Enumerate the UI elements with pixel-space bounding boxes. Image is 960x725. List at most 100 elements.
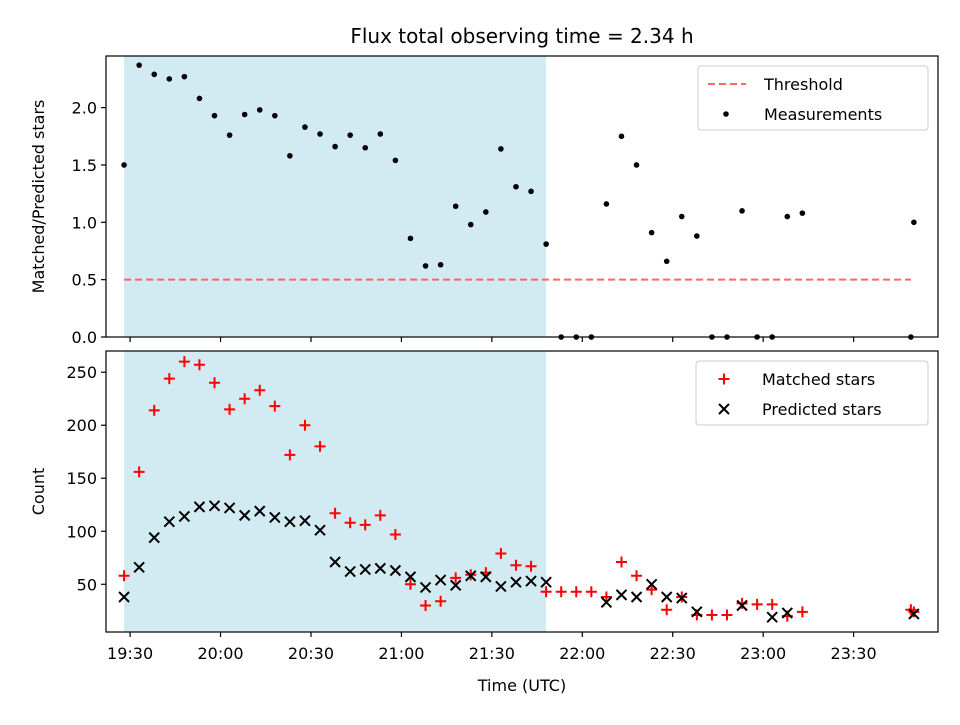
measurement-point bbox=[603, 201, 610, 207]
measurement-point bbox=[618, 133, 625, 140]
matched-star-point bbox=[736, 597, 748, 609]
matched-star-point bbox=[133, 466, 145, 478]
measurement-point bbox=[528, 188, 534, 195]
x-tick-label: 22:30 bbox=[650, 644, 696, 663]
measurement-point bbox=[633, 162, 640, 168]
matched-star-point bbox=[631, 570, 643, 582]
measurement-point bbox=[694, 233, 700, 239]
series-measurements bbox=[121, 62, 917, 340]
legend-box bbox=[697, 65, 929, 131]
measurement-point bbox=[799, 210, 806, 216]
measurement-point bbox=[211, 112, 218, 119]
matched-star-point bbox=[389, 528, 401, 540]
predicted-star-point bbox=[284, 516, 296, 528]
measurement-point bbox=[483, 209, 489, 215]
observing-window-shade bbox=[124, 351, 547, 632]
predicted-star-point bbox=[615, 589, 628, 601]
y-tick-label: 0.5 bbox=[72, 271, 97, 290]
measurement-point bbox=[226, 132, 233, 138]
matched-star-point bbox=[555, 586, 567, 598]
predicted-star-point bbox=[736, 599, 748, 612]
matched-star-point bbox=[766, 598, 778, 610]
predicted-star-point bbox=[359, 563, 371, 576]
y-tick-label: 0.0 bbox=[72, 328, 97, 347]
measurement-point bbox=[302, 124, 308, 130]
matched-star-point bbox=[525, 560, 537, 572]
matched-star-point bbox=[796, 606, 808, 618]
y-tick-label: 1.0 bbox=[72, 213, 97, 232]
predicted-star-point bbox=[449, 579, 462, 592]
legend: Matched stars Predicted stars bbox=[695, 360, 929, 426]
predicted-star-point bbox=[314, 524, 326, 536]
measurement-point bbox=[678, 213, 685, 220]
matched-star-point bbox=[209, 377, 221, 389]
legend: Threshold Measurements bbox=[697, 65, 929, 131]
measurement-point bbox=[362, 144, 369, 151]
matched-star-point bbox=[314, 440, 326, 452]
y-tick-label: 50 bbox=[77, 575, 97, 594]
predicted-star-point bbox=[208, 500, 221, 512]
measurement-point bbox=[422, 263, 429, 269]
predicted-star-point bbox=[329, 556, 341, 568]
matched-star-point bbox=[404, 578, 416, 590]
measurement-point bbox=[181, 73, 188, 80]
x-tick-label: 21:00 bbox=[378, 644, 424, 663]
matched-star-point bbox=[163, 373, 175, 385]
series-matched-stars bbox=[118, 356, 920, 622]
matched-star-point bbox=[239, 393, 251, 405]
measurement-point bbox=[648, 229, 655, 236]
predicted-star-point bbox=[600, 596, 613, 609]
predicted-star-point bbox=[133, 561, 145, 574]
y-tick-label: 200 bbox=[66, 416, 97, 435]
predicted-star-point bbox=[645, 578, 658, 590]
measurement-point bbox=[166, 76, 173, 82]
predicted-star-point bbox=[193, 501, 206, 513]
measurement-point bbox=[256, 107, 263, 113]
predicted-star-point bbox=[630, 591, 643, 603]
matched-star-point bbox=[600, 591, 612, 603]
matched-star-point bbox=[435, 595, 447, 607]
predicted-star-point bbox=[148, 531, 160, 544]
chart-title: Flux total observing time = 2.34 h bbox=[350, 24, 693, 48]
y-tick-label: 1.5 bbox=[72, 156, 97, 175]
measurement-point bbox=[136, 62, 142, 68]
predicted-star-point bbox=[540, 576, 552, 588]
predicted-star-point bbox=[269, 511, 281, 524]
matched-star-point bbox=[329, 507, 341, 519]
legend-measurement-swatch bbox=[723, 111, 729, 117]
matched-star-point bbox=[495, 548, 507, 560]
predicted-star-point bbox=[908, 608, 920, 620]
predicted-star-point bbox=[676, 592, 688, 604]
predicted-star-point bbox=[163, 516, 176, 528]
predicted-star-point bbox=[510, 576, 522, 588]
matched-star-point bbox=[540, 586, 552, 598]
predicted-star-point bbox=[223, 502, 236, 514]
measurement-point bbox=[272, 112, 278, 119]
measurement-point bbox=[287, 152, 293, 159]
measurement-point bbox=[911, 219, 917, 226]
measurement-point bbox=[452, 203, 459, 210]
y-tick-label: 250 bbox=[66, 363, 97, 382]
measurement-point bbox=[317, 131, 323, 137]
matched-star-point bbox=[510, 559, 522, 571]
matched-star-point bbox=[178, 356, 190, 368]
y-axis-label: Count bbox=[29, 468, 48, 516]
matched-star-point bbox=[706, 609, 718, 621]
panel-1: 0.0 0.5 1.0 1.5 2.0 Matched/Predicted stars Th… bbox=[29, 55, 939, 347]
predicted-star-point bbox=[781, 607, 793, 619]
measurement-point bbox=[513, 183, 519, 190]
measurement-point bbox=[241, 111, 248, 118]
predicted-star-point bbox=[389, 564, 402, 577]
legend-label: Matched stars bbox=[762, 370, 875, 389]
matched-star-point bbox=[615, 556, 627, 568]
predicted-star-point bbox=[238, 509, 251, 522]
legend-label: Predicted stars bbox=[762, 400, 882, 419]
matched-star-point bbox=[661, 604, 673, 616]
measurement-point bbox=[377, 131, 384, 137]
legend-predicted-swatch bbox=[718, 403, 730, 415]
x-tick-label: 20:30 bbox=[288, 644, 334, 663]
measurement-point bbox=[437, 261, 444, 268]
measurement-point bbox=[467, 221, 474, 228]
matched-star-point bbox=[269, 400, 281, 412]
